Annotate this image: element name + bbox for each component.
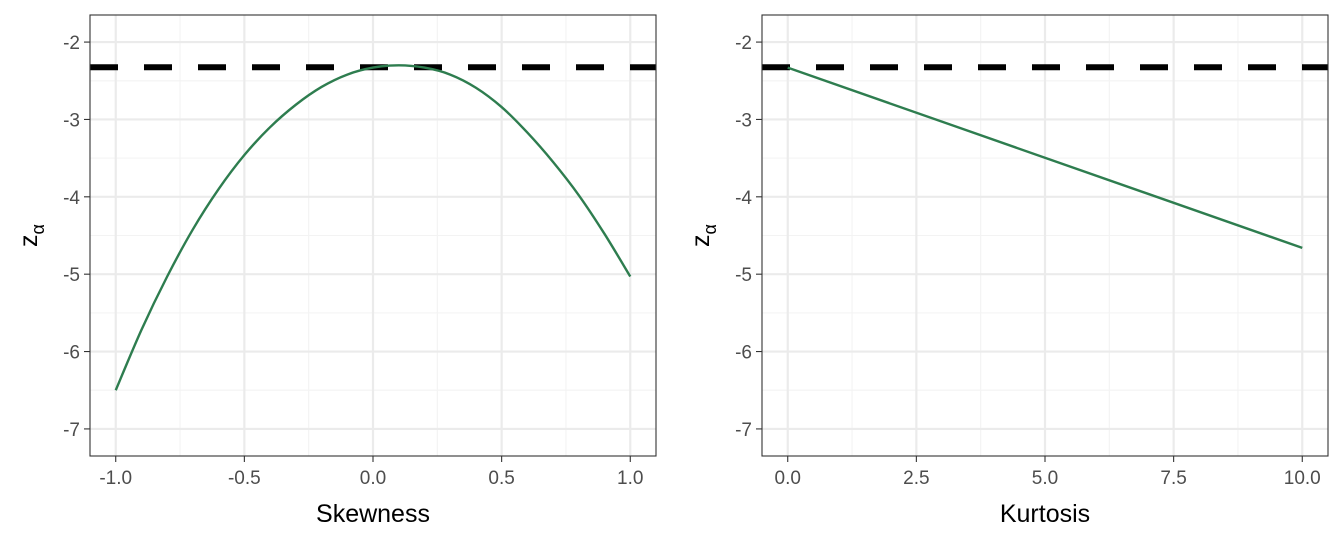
- y-tick-label: -5: [735, 265, 752, 286]
- y-tick-label: -4: [63, 188, 80, 209]
- y-tick-label: -7: [735, 420, 752, 441]
- x-tick-label: 0.5: [488, 468, 514, 489]
- y-tick-label: -5: [63, 265, 80, 286]
- y-axis-title-main: z: [15, 234, 43, 247]
- skewness-panel: -1.0 -0.5 0.0 0.5 1.0 -2 -3 -4 -5 -6 -7 Skewness zα: [15, 14, 657, 528]
- y-axis-title: zα: [15, 224, 48, 247]
- y-tick-label: -6: [735, 343, 752, 364]
- series-line-0: [114, 64, 632, 391]
- x-axis-title: Skewness: [316, 500, 430, 528]
- y-tick-label: -7: [63, 420, 80, 441]
- series-line-0: [787, 66, 1303, 250]
- y-axis-title-subscript: α: [700, 224, 720, 234]
- x-axis-title: Kurtosis: [1000, 500, 1090, 528]
- x-tick-label: 1.0: [617, 468, 643, 489]
- x-tick-label: 0.0: [775, 468, 801, 489]
- y-tick-label: -6: [63, 343, 80, 364]
- x-tick-label: 10.0: [1284, 468, 1321, 489]
- y-tick-label: -2: [63, 33, 80, 54]
- y-axis-title-main: z: [687, 234, 715, 247]
- x-tick-label: -1.0: [99, 468, 132, 489]
- y-axis-title-subscript: α: [28, 224, 48, 234]
- x-tick-label: 5.0: [1032, 468, 1058, 489]
- y-tick-label: -2: [735, 33, 752, 54]
- y-axis-title: zα: [687, 224, 720, 247]
- x-tick-label: 2.5: [903, 468, 929, 489]
- y-tick-label: -3: [735, 110, 752, 131]
- x-tick-label: 0.0: [360, 468, 386, 489]
- y-tick-label: -3: [63, 110, 80, 131]
- x-tick-label: 7.5: [1160, 468, 1186, 489]
- x-tick-label: -0.5: [228, 468, 261, 489]
- kurtosis-panel: 0.0 2.5 5.0 7.5 10.0 -2 -3 -4 -5 -6 -7 Kurtosis zα: [687, 14, 1329, 528]
- y-tick-label: -4: [735, 188, 752, 209]
